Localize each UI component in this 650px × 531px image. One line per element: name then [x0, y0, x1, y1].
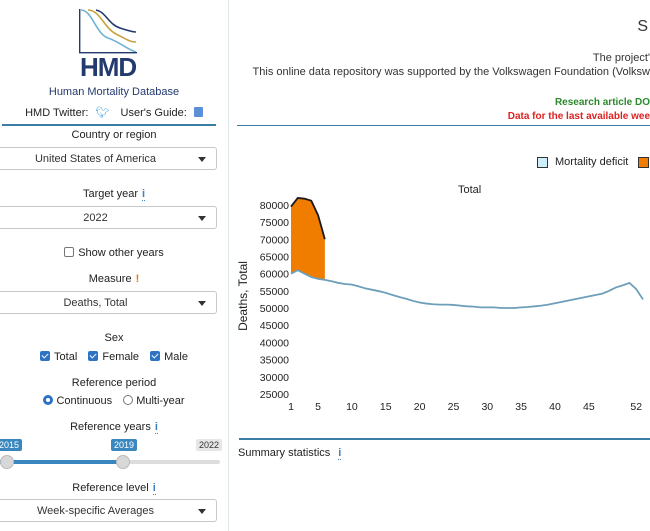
- users-guide-label: User's Guide:: [120, 107, 187, 119]
- x-tick-label: 10: [346, 401, 358, 413]
- x-tick-label: 5: [315, 401, 321, 413]
- country-label: Country or region: [71, 129, 157, 141]
- sex-options: Total Female Male: [0, 351, 228, 363]
- info-icon[interactable]: i: [141, 188, 146, 201]
- x-tick-label: 25: [448, 401, 460, 413]
- y-tick-label: 50000: [260, 303, 289, 315]
- x-tick-label: 40: [549, 401, 561, 413]
- links-row: HMD Twitter: 🐦︎ User's Guide:: [0, 106, 228, 119]
- y-tick-label: 65000: [260, 251, 289, 263]
- reference-years-label: Reference years i: [70, 421, 158, 434]
- repository-line: This online data repository was supporte…: [252, 66, 650, 78]
- slider-selected-label: 2019: [111, 439, 138, 451]
- excess-mortality-area: [291, 198, 325, 280]
- hmd-logo-icon: [79, 9, 137, 54]
- x-tick-label: 1: [288, 401, 294, 413]
- warning-icon[interactable]: !: [135, 273, 140, 285]
- excess-mortality-line: [290, 197, 326, 240]
- show-other-years-checkbox[interactable]: Show other years: [0, 247, 228, 259]
- period-continuous-radio[interactable]: Continuous: [43, 395, 112, 407]
- y-tick-label: 30000: [260, 372, 289, 384]
- y-tick-label: 45000: [260, 320, 289, 332]
- country-value: United States of America: [34, 153, 157, 165]
- chevron-down-icon: [198, 157, 206, 162]
- target-year-select[interactable]: 2022: [0, 206, 217, 229]
- checkbox-checked-icon: [88, 351, 99, 361]
- sidebar: HMD Human Mortality Database HMD Twitter…: [0, 0, 229, 531]
- y-axis-label: Deaths, Total: [236, 261, 250, 331]
- page-title: S: [637, 18, 648, 35]
- target-year-label: Target year i: [82, 188, 146, 201]
- checkbox-checked-icon: [40, 351, 51, 361]
- database-name: Human Mortality Database: [48, 86, 180, 98]
- logo-text: HMD: [80, 52, 137, 82]
- slider-handle-start[interactable]: [0, 455, 14, 469]
- checkbox-checked-icon: [150, 351, 161, 361]
- twitter-icon: 🐦︎: [95, 107, 110, 119]
- y-tick-label: 25000: [260, 389, 289, 401]
- measure-value: Deaths, Total: [63, 297, 128, 309]
- users-guide-link[interactable]: User's Guide:: [119, 107, 205, 119]
- slider-range-fill: [0, 460, 123, 464]
- x-tick-label: 30: [481, 401, 493, 413]
- measure-select[interactable]: Deaths, Total: [0, 291, 217, 314]
- research-article-link[interactable]: Research article DO: [554, 97, 650, 108]
- deaths-series-line: [290, 269, 644, 309]
- chevron-down-icon: [198, 216, 206, 221]
- checkbox-icon: [64, 247, 75, 257]
- project-line: The project': [592, 52, 650, 64]
- y-tick-label: 55000: [260, 286, 289, 298]
- twitter-link[interactable]: HMD Twitter: 🐦︎: [23, 107, 111, 119]
- chevron-down-icon: [198, 509, 206, 514]
- info-icon[interactable]: i: [154, 421, 158, 434]
- chart-title: Total: [458, 184, 482, 196]
- legend-swatch-deficit: [537, 157, 548, 168]
- country-select[interactable]: United States of America: [0, 147, 217, 170]
- y-tick-label: 35000: [260, 355, 289, 367]
- summary-statistics[interactable]: Summary statistics i: [238, 447, 342, 460]
- legend-label-deficit: Mortality deficit: [555, 156, 629, 168]
- y-tick-label: 60000: [260, 269, 289, 281]
- main-panel: S The project' This online data reposito…: [229, 0, 650, 531]
- data-warning-text: Data for the last available wee: [507, 111, 650, 122]
- y-tick-label: 80000: [260, 200, 289, 212]
- slider-min-label: 2015: [0, 439, 23, 451]
- mortality-chart: 25000 30000 35000 40000 45000 50000 55000 60000…: [236, 197, 644, 413]
- reference-period-options: Continuous Multi-year: [0, 395, 228, 407]
- x-tick-label: 35: [515, 401, 527, 413]
- x-tick-label: 15: [380, 401, 392, 413]
- period-multi-year-radio[interactable]: Multi-year: [123, 395, 185, 407]
- y-tick-label: 40000: [260, 337, 289, 349]
- info-icon[interactable]: i: [152, 482, 156, 495]
- chevron-down-icon: [198, 301, 206, 306]
- reference-level-label: Reference level i: [72, 482, 156, 495]
- sex-male-checkbox[interactable]: Male: [150, 351, 188, 363]
- slider-max-label: 2022: [196, 439, 223, 451]
- y-tick-label: 70000: [260, 234, 289, 246]
- header-divider: [237, 125, 650, 126]
- info-icon[interactable]: i: [338, 447, 342, 460]
- sex-label: Sex: [104, 332, 124, 344]
- reference-period-label: Reference period: [71, 377, 157, 389]
- measure-label: Measure!: [88, 273, 140, 285]
- twitter-label: HMD Twitter:: [25, 107, 89, 119]
- legend-swatch-excess: [638, 157, 649, 168]
- radio-selected-icon: [43, 395, 54, 405]
- book-icon: [193, 107, 203, 117]
- target-year-value: 2022: [83, 212, 108, 224]
- radio-icon: [123, 395, 134, 405]
- y-tick-label: 75000: [260, 217, 289, 229]
- slider-handle-end[interactable]: [116, 455, 130, 469]
- sidebar-divider: [2, 124, 216, 126]
- chart-divider: [239, 438, 650, 440]
- sex-total-checkbox[interactable]: Total: [40, 351, 77, 363]
- x-tick-label: 52: [630, 401, 642, 413]
- reference-level-select[interactable]: Week-specific Averages: [0, 499, 217, 522]
- reference-level-value: Week-specific Averages: [37, 505, 154, 517]
- x-tick-label: 20: [414, 401, 426, 413]
- x-tick-label: 45: [583, 401, 595, 413]
- sex-female-checkbox[interactable]: Female: [88, 351, 139, 363]
